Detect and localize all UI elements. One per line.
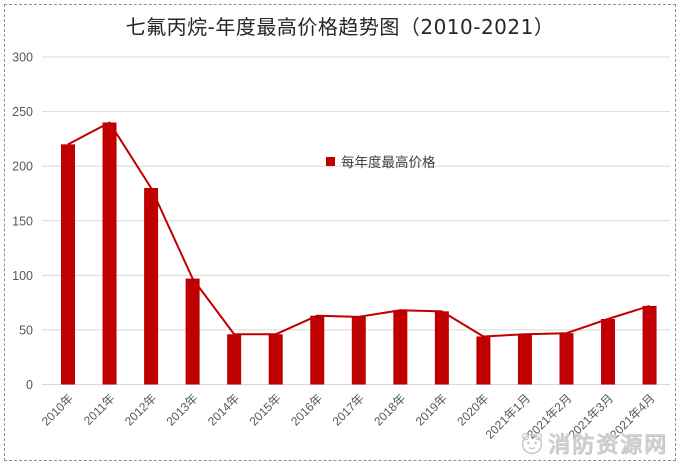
x-axis-tick-label: 2019年: [413, 391, 450, 428]
x-axis-tick-label: 2015年: [247, 391, 284, 428]
bar: [642, 305, 657, 385]
bar: [476, 336, 491, 385]
legend-label: 每年度最高价格: [341, 155, 436, 170]
x-axis-tick-label: 2016年: [288, 391, 325, 428]
bar: [268, 334, 283, 385]
x-axis-tick-label: 2020年: [454, 391, 491, 428]
y-axis-tick-label: 50: [19, 323, 33, 337]
bar: [61, 144, 75, 385]
bar: [393, 310, 408, 385]
bar: [310, 315, 325, 385]
bar: [227, 334, 242, 385]
x-axis-tick-label: 2014年: [205, 391, 242, 428]
x-axis-tick-label: 2018年: [371, 391, 408, 428]
y-axis-tick-label: 150: [12, 214, 33, 228]
y-axis-tick-label: 300: [12, 51, 33, 65]
x-axis-tick-label: 2011年: [81, 391, 118, 428]
bar: [144, 188, 159, 385]
bar: [185, 278, 200, 385]
x-axis-tick-label: 2012年: [122, 391, 159, 428]
y-axis-tick-label: 250: [12, 105, 33, 119]
x-axis-tick-label: 2013年: [163, 391, 200, 428]
x-axis-tick-label: 2010年: [39, 391, 76, 428]
x-axis-tick-label: 2017年: [330, 391, 367, 428]
y-axis-tick-label: 100: [12, 269, 33, 283]
trend-line: [67, 121, 650, 338]
bar: [601, 319, 616, 385]
y-axis-tick-label: 200: [12, 160, 33, 174]
legend: 每年度最高价格: [326, 151, 436, 171]
chart-title: 七氟丙烷-年度最高价格趋势图（2010-2021）: [125, 15, 555, 39]
x-axis-tick-label: 2021年4月: [607, 391, 657, 441]
y-axis-tick-label: 0: [26, 378, 33, 392]
bar: [559, 333, 574, 385]
bar: [351, 316, 366, 385]
bar: [517, 334, 532, 385]
legend-marker-square-icon: [326, 156, 335, 166]
bar: [434, 311, 449, 385]
bar: [102, 122, 117, 385]
